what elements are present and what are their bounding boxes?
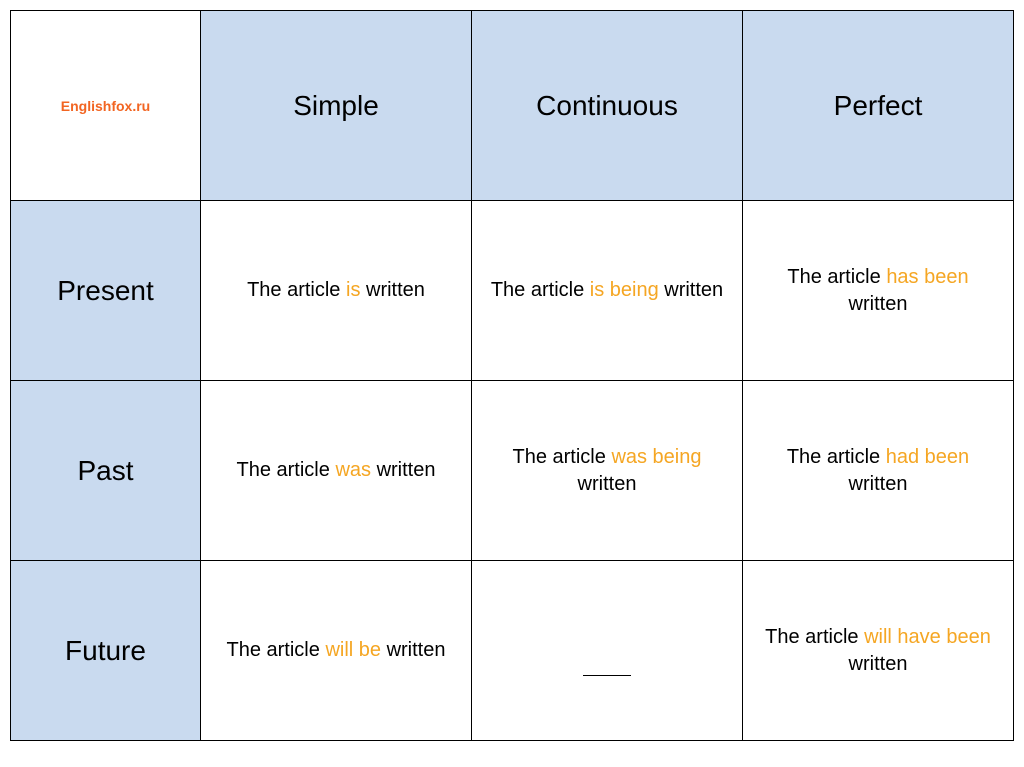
cell-aux: had been — [886, 446, 969, 468]
cell-post: written — [371, 459, 435, 481]
cell-pre: The article — [765, 626, 864, 648]
cell-future-perfect: The article will have been written — [743, 561, 1014, 741]
cell-past-continuous: The article was being written — [472, 381, 743, 561]
cell-aux: will be — [325, 639, 381, 661]
col-header-simple: Simple — [201, 11, 472, 201]
col-header-perfect: Perfect — [743, 11, 1014, 201]
cell-aux: has been — [886, 266, 968, 288]
cell-aux: is being — [590, 279, 659, 301]
brand-corner: Englishfox.ru — [11, 11, 201, 201]
header-row: Englishfox.ru Simple Continuous Perfect — [11, 11, 1014, 201]
cell-pre: The article — [227, 639, 326, 661]
row-header-future: Future — [11, 561, 201, 741]
cell-post: written — [849, 293, 908, 315]
cell-future-continuous — [472, 561, 743, 741]
cell-pre: The article — [787, 266, 886, 288]
passive-voice-table: Englishfox.ru Simple Continuous Perfect … — [10, 10, 1014, 741]
cell-pre: The article — [491, 279, 590, 301]
cell-post: written — [360, 279, 424, 301]
cell-future-simple: The article will be written — [201, 561, 472, 741]
cell-aux: will have been — [864, 626, 991, 648]
cell-post: written — [381, 639, 445, 661]
row-future: Future The article will be written The a… — [11, 561, 1014, 741]
cell-aux: was being — [611, 446, 701, 468]
cell-present-simple: The article is written — [201, 201, 472, 381]
row-header-present: Present — [11, 201, 201, 381]
cell-present-perfect: The article has been written — [743, 201, 1014, 381]
row-header-past: Past — [11, 381, 201, 561]
cell-pre: The article — [787, 446, 886, 468]
cell-aux: was — [335, 459, 371, 481]
cell-pre: The article — [513, 446, 612, 468]
cell-aux: is — [346, 279, 360, 301]
cell-pre: The article — [247, 279, 346, 301]
cell-post: written — [849, 473, 908, 495]
row-present: Present The article is written The artic… — [11, 201, 1014, 381]
cell-past-perfect: The article had been written — [743, 381, 1014, 561]
cell-post: written — [849, 653, 908, 675]
cell-post: written — [659, 279, 723, 301]
row-past: Past The article was written The article… — [11, 381, 1014, 561]
cell-pre: The article — [237, 459, 336, 481]
empty-dash-icon — [583, 675, 631, 676]
cell-present-continuous: The article is being written — [472, 201, 743, 381]
cell-post: written — [578, 473, 637, 495]
col-header-continuous: Continuous — [472, 11, 743, 201]
cell-past-simple: The article was written — [201, 381, 472, 561]
brand-label: Englishfox.ru — [61, 98, 150, 114]
